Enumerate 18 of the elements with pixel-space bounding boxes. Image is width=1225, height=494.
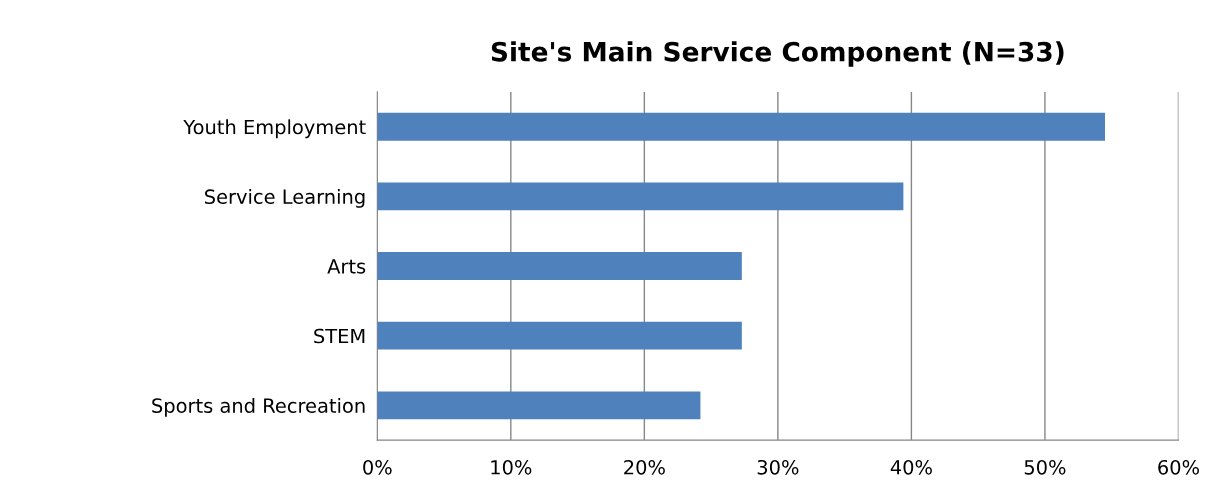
y-tick-label: Sports and Recreation	[152, 397, 365, 417]
bar	[377, 391, 701, 420]
bar	[377, 321, 742, 350]
y-tick-label: Service Learning	[205, 188, 365, 208]
bar	[377, 252, 742, 280]
x-tick-label: 50%	[1024, 459, 1066, 475]
y-tick-label: Youth Employment	[183, 119, 366, 139]
x-tick-label: 60%	[1158, 459, 1199, 475]
x-tick-label: 20%	[624, 459, 665, 475]
x-tick-label: 10%	[491, 459, 532, 475]
bar	[377, 182, 904, 211]
x-tick-label: 0%	[363, 459, 392, 475]
x-tick-label: 40%	[890, 459, 932, 475]
y-tick-label: Arts	[327, 259, 366, 274]
x-tick-label: 30%	[757, 459, 799, 475]
y-tick-label: STEM	[314, 328, 365, 344]
chart-title: Site's Main Service Component (N=33)	[491, 41, 1064, 67]
bar	[377, 112, 1106, 141]
